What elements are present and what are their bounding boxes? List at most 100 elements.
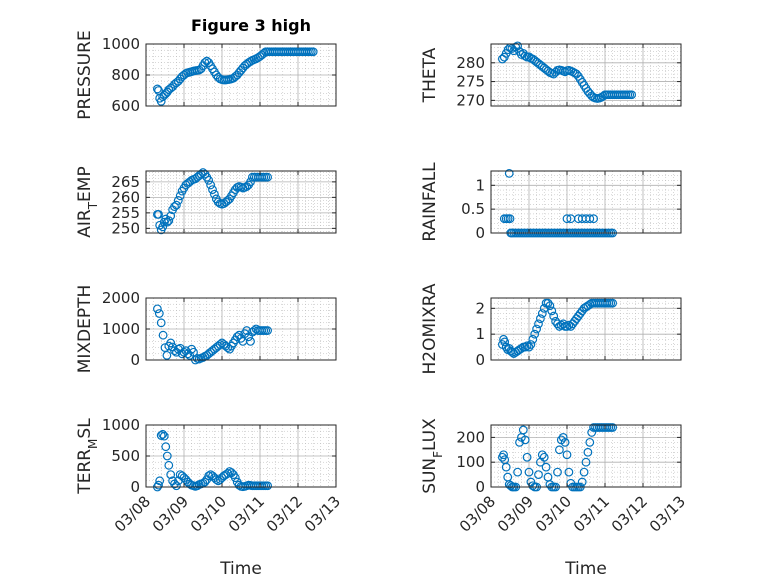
y-tick-label: 1000 xyxy=(102,416,140,434)
data-point xyxy=(524,342,534,352)
data-point xyxy=(537,309,547,318)
y-tick-label: 265 xyxy=(111,173,140,191)
y-tick-label: 500 xyxy=(111,447,140,465)
data-series xyxy=(152,304,273,365)
data-point xyxy=(585,437,595,447)
data-point xyxy=(232,332,242,342)
data-point xyxy=(161,442,171,452)
data-point xyxy=(505,214,515,224)
y-tick-label: 0 xyxy=(475,478,485,496)
data-point xyxy=(583,447,593,457)
data-point xyxy=(579,467,589,477)
data-point xyxy=(162,451,172,461)
x-tick-label: 03/13 xyxy=(646,492,689,535)
y-tick-label: 260 xyxy=(111,188,140,206)
y-tick-label: 200 xyxy=(456,428,485,446)
y-tick-label: 600 xyxy=(111,97,140,115)
axes-box xyxy=(490,43,682,107)
data-series xyxy=(498,298,617,358)
x-tick-label: 03/09 xyxy=(494,492,537,535)
subplot-mixdepth: 0 1000 2000 MIXDEPTH xyxy=(75,285,337,374)
data-point xyxy=(528,334,538,344)
data-point xyxy=(263,481,273,491)
x-tick-label: 03/11 xyxy=(225,492,268,535)
data-point xyxy=(585,214,595,224)
data-point xyxy=(162,350,172,360)
axes-box xyxy=(490,297,682,361)
data-point xyxy=(520,342,530,352)
data-point xyxy=(154,309,164,318)
data-point xyxy=(158,222,168,232)
data-point xyxy=(170,202,179,212)
data-point xyxy=(627,90,636,100)
data-point xyxy=(547,306,557,316)
data-point xyxy=(263,172,273,182)
data-point xyxy=(206,180,216,190)
data-series xyxy=(498,423,617,492)
data-point xyxy=(530,329,540,339)
data-point xyxy=(208,185,217,195)
data-point xyxy=(536,314,545,324)
data-point xyxy=(537,450,547,460)
data-point xyxy=(507,44,517,53)
data-point xyxy=(500,337,510,347)
y-axis-label: H2OMIXRA xyxy=(420,283,440,374)
y-tick-label: 255 xyxy=(111,204,140,222)
data-point xyxy=(156,318,166,328)
data-point xyxy=(522,341,532,351)
data-point xyxy=(171,200,181,210)
data-series xyxy=(152,47,318,106)
data-point xyxy=(560,437,570,447)
data-point xyxy=(549,311,559,321)
x-tick-label: 03/09 xyxy=(149,492,192,535)
y-axis-label: TERRMSL xyxy=(75,418,100,495)
y-tick-label: 270 xyxy=(456,91,485,109)
data-point xyxy=(158,330,168,340)
data-point xyxy=(545,301,555,311)
chart-title: Figure 3 high xyxy=(191,16,311,35)
y-axis-label: AIRTEMP xyxy=(75,166,100,237)
data-series xyxy=(152,168,273,235)
data-point xyxy=(520,435,530,445)
data-point xyxy=(164,460,174,470)
y-tick-label: 0 xyxy=(475,224,485,242)
y-tick-label: 2000 xyxy=(102,289,140,307)
y-tick-label: 2 xyxy=(475,299,485,317)
y-axis-label: SUNFLUX xyxy=(420,418,445,494)
y-tick-label: 1 xyxy=(475,325,485,343)
data-point xyxy=(211,475,221,484)
data-point xyxy=(564,467,574,477)
x-tick-label: 03/11 xyxy=(570,492,613,535)
y-axis-label: MIXDEPTH xyxy=(75,285,95,374)
data-point xyxy=(526,340,536,349)
axes-box xyxy=(145,170,337,234)
data-point xyxy=(608,423,617,432)
data-point xyxy=(152,304,162,314)
data-point xyxy=(223,343,233,353)
data-point xyxy=(154,209,163,219)
data-point xyxy=(553,467,562,477)
data-point xyxy=(553,319,562,329)
data-point xyxy=(173,196,183,205)
data-point xyxy=(152,84,162,94)
y-tick-label: 800 xyxy=(111,66,140,84)
data-point xyxy=(171,481,181,491)
data-point xyxy=(541,462,551,472)
x-tick-label: 03/13 xyxy=(301,492,344,535)
data-point xyxy=(577,477,587,487)
x-tick-label: 03/10 xyxy=(532,492,575,535)
y-tick-label: 1000 xyxy=(102,35,140,53)
data-point xyxy=(209,189,219,199)
data-point xyxy=(158,92,168,102)
data-point xyxy=(581,457,591,467)
data-point xyxy=(154,480,163,490)
data-point xyxy=(515,437,524,447)
data-point xyxy=(155,476,165,486)
y-tick-label: 0 xyxy=(475,351,485,369)
data-point xyxy=(608,298,617,308)
data-series xyxy=(498,41,636,103)
